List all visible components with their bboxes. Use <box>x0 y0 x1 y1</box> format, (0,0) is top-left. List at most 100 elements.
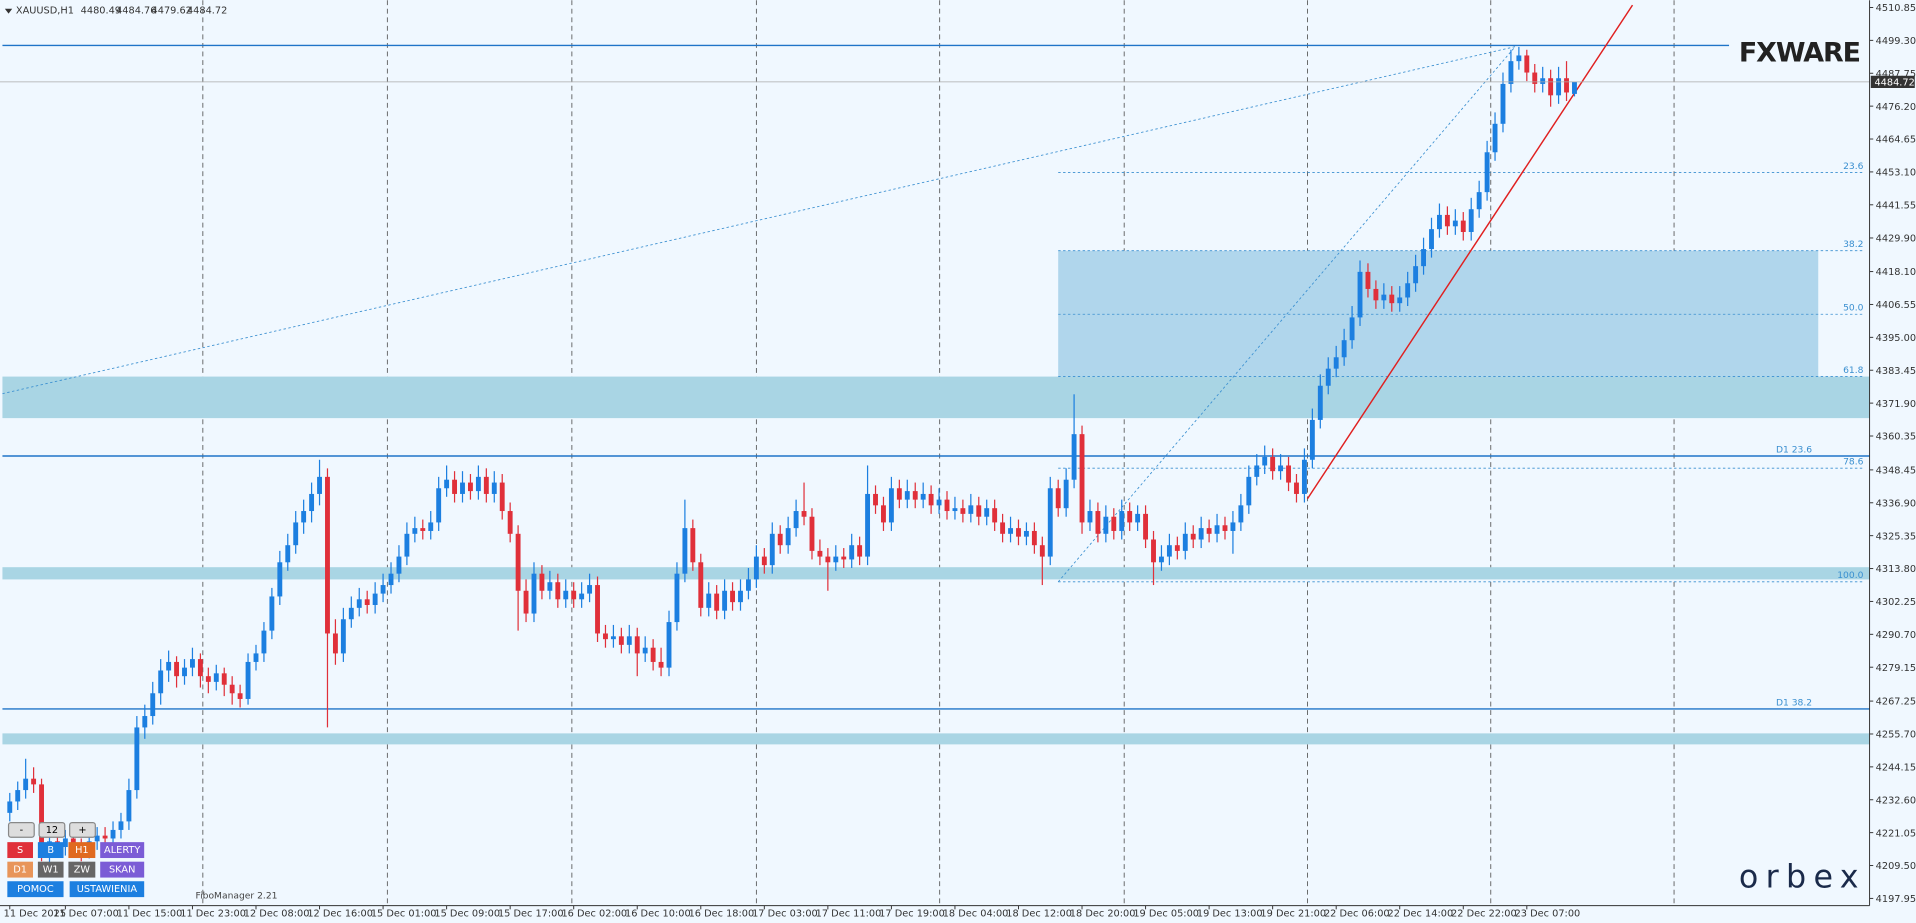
candle-body <box>1389 294 1395 304</box>
candle-body <box>348 607 354 620</box>
fib-label: D1 38.2 <box>1776 697 1812 708</box>
candle-body <box>936 499 942 506</box>
candle-body <box>1206 528 1212 534</box>
y-tick-label: 4476.20 <box>1876 102 1916 113</box>
y-tick-label: 4429.90 <box>1876 234 1916 245</box>
button-label[interactable]: 12 <box>46 825 58 836</box>
candle-body <box>197 659 203 677</box>
current-price-box <box>1870 75 1915 88</box>
candle-body <box>1397 297 1403 304</box>
x-tick-label: 16 Dec 18:00 <box>689 909 755 920</box>
button[interactable] <box>7 861 33 878</box>
candle-body <box>158 670 164 694</box>
button[interactable] <box>7 842 33 859</box>
button[interactable] <box>7 881 64 898</box>
button-label[interactable]: - <box>20 825 24 836</box>
button[interactable] <box>69 881 145 898</box>
button[interactable] <box>100 861 145 878</box>
button-label[interactable]: W1 <box>43 865 59 876</box>
button-label[interactable]: ZW <box>74 865 91 876</box>
candle-body <box>1540 78 1546 84</box>
candle-body <box>1524 55 1530 73</box>
button[interactable] <box>7 821 35 838</box>
y-tick-label: 4197.95 <box>1876 894 1916 905</box>
button-label[interactable]: ALERTY <box>104 845 140 856</box>
candle-body <box>1055 488 1061 509</box>
candle-body <box>1437 214 1442 230</box>
y-axis: 4510.85 4499.30 4487.75 4476.20 4464.65 4453.… <box>1869 3 1916 905</box>
button-label[interactable]: + <box>78 825 86 836</box>
candle-body <box>301 511 307 523</box>
candle-body <box>785 528 791 546</box>
candle-body <box>404 533 410 557</box>
y-tick-label: 4267.25 <box>1876 697 1916 708</box>
header: XAUUSD,H1 4480.49 4484.76 4479.62 4484.7… <box>4 6 227 17</box>
button[interactable] <box>37 842 64 859</box>
candle-body <box>587 585 593 594</box>
button-label[interactable]: D1 <box>13 865 27 876</box>
x-tick-label: 16 Dec 02:00 <box>561 909 627 920</box>
button-label[interactable]: H1 <box>75 845 89 856</box>
indicator-name: FiboManager 2.21 <box>196 890 278 901</box>
fib-label: 23.6 <box>1843 161 1864 172</box>
button-label[interactable]: S <box>17 845 23 856</box>
candle-body <box>1341 340 1347 358</box>
candle-body <box>182 667 187 677</box>
zone <box>2 733 1870 745</box>
button[interactable] <box>100 842 145 859</box>
candle-body <box>706 593 712 608</box>
candle-body <box>118 821 124 830</box>
candle-body <box>777 533 783 546</box>
candle-body <box>102 835 108 839</box>
candle-body <box>205 676 211 682</box>
candles <box>0 46 1870 865</box>
candle-body <box>658 661 664 668</box>
candle-body <box>1198 528 1204 540</box>
candle-body <box>293 522 299 546</box>
x-tick-label: 19 Dec 13:00 <box>1197 909 1263 920</box>
candle-body <box>1095 511 1101 534</box>
x-tick-label: 11 Dec 07:00 <box>53 909 119 920</box>
x-tick-label: 12 Dec 16:00 <box>307 909 373 920</box>
input[interactable] <box>38 821 66 838</box>
candle-body <box>1468 209 1474 232</box>
button-label[interactable]: SKAN <box>109 865 135 876</box>
candle-body <box>340 619 346 654</box>
candle-body <box>801 511 807 517</box>
button[interactable] <box>37 861 64 878</box>
button[interactable] <box>68 842 96 859</box>
candle-body <box>436 488 442 523</box>
candle-body <box>1309 419 1315 460</box>
candle-body <box>1071 434 1077 480</box>
candle-body <box>531 573 537 614</box>
button-label[interactable]: USTAWIENIA <box>77 884 138 895</box>
button[interactable] <box>68 861 96 878</box>
candle-body <box>428 522 434 531</box>
candle-body <box>1429 229 1434 250</box>
candle-body <box>1317 385 1323 420</box>
candle-body <box>1548 78 1554 96</box>
candle-body <box>650 647 656 662</box>
candle-body <box>571 590 577 600</box>
candle-body <box>579 593 585 600</box>
button[interactable] <box>69 821 96 838</box>
candle-body <box>944 499 950 512</box>
y-tick-label: 4302.25 <box>1876 597 1916 608</box>
fib-label: 78.6 <box>1843 457 1864 468</box>
candle-body <box>491 482 497 494</box>
button-label[interactable]: POMOC <box>17 884 54 895</box>
candle-body <box>690 528 696 563</box>
candle-body <box>1143 513 1149 540</box>
candle-body <box>39 784 44 853</box>
candle-body <box>475 476 481 492</box>
candle-body <box>213 673 219 682</box>
button-label[interactable]: B <box>47 845 54 856</box>
ohlc-close: 4484.72 <box>187 6 227 17</box>
candle-body <box>595 585 600 634</box>
candle-body <box>555 582 561 600</box>
x-tick-label: 23 Dec 07:00 <box>1515 909 1581 920</box>
y-tick-label: 4371.90 <box>1876 399 1916 410</box>
candle-body <box>388 573 394 586</box>
